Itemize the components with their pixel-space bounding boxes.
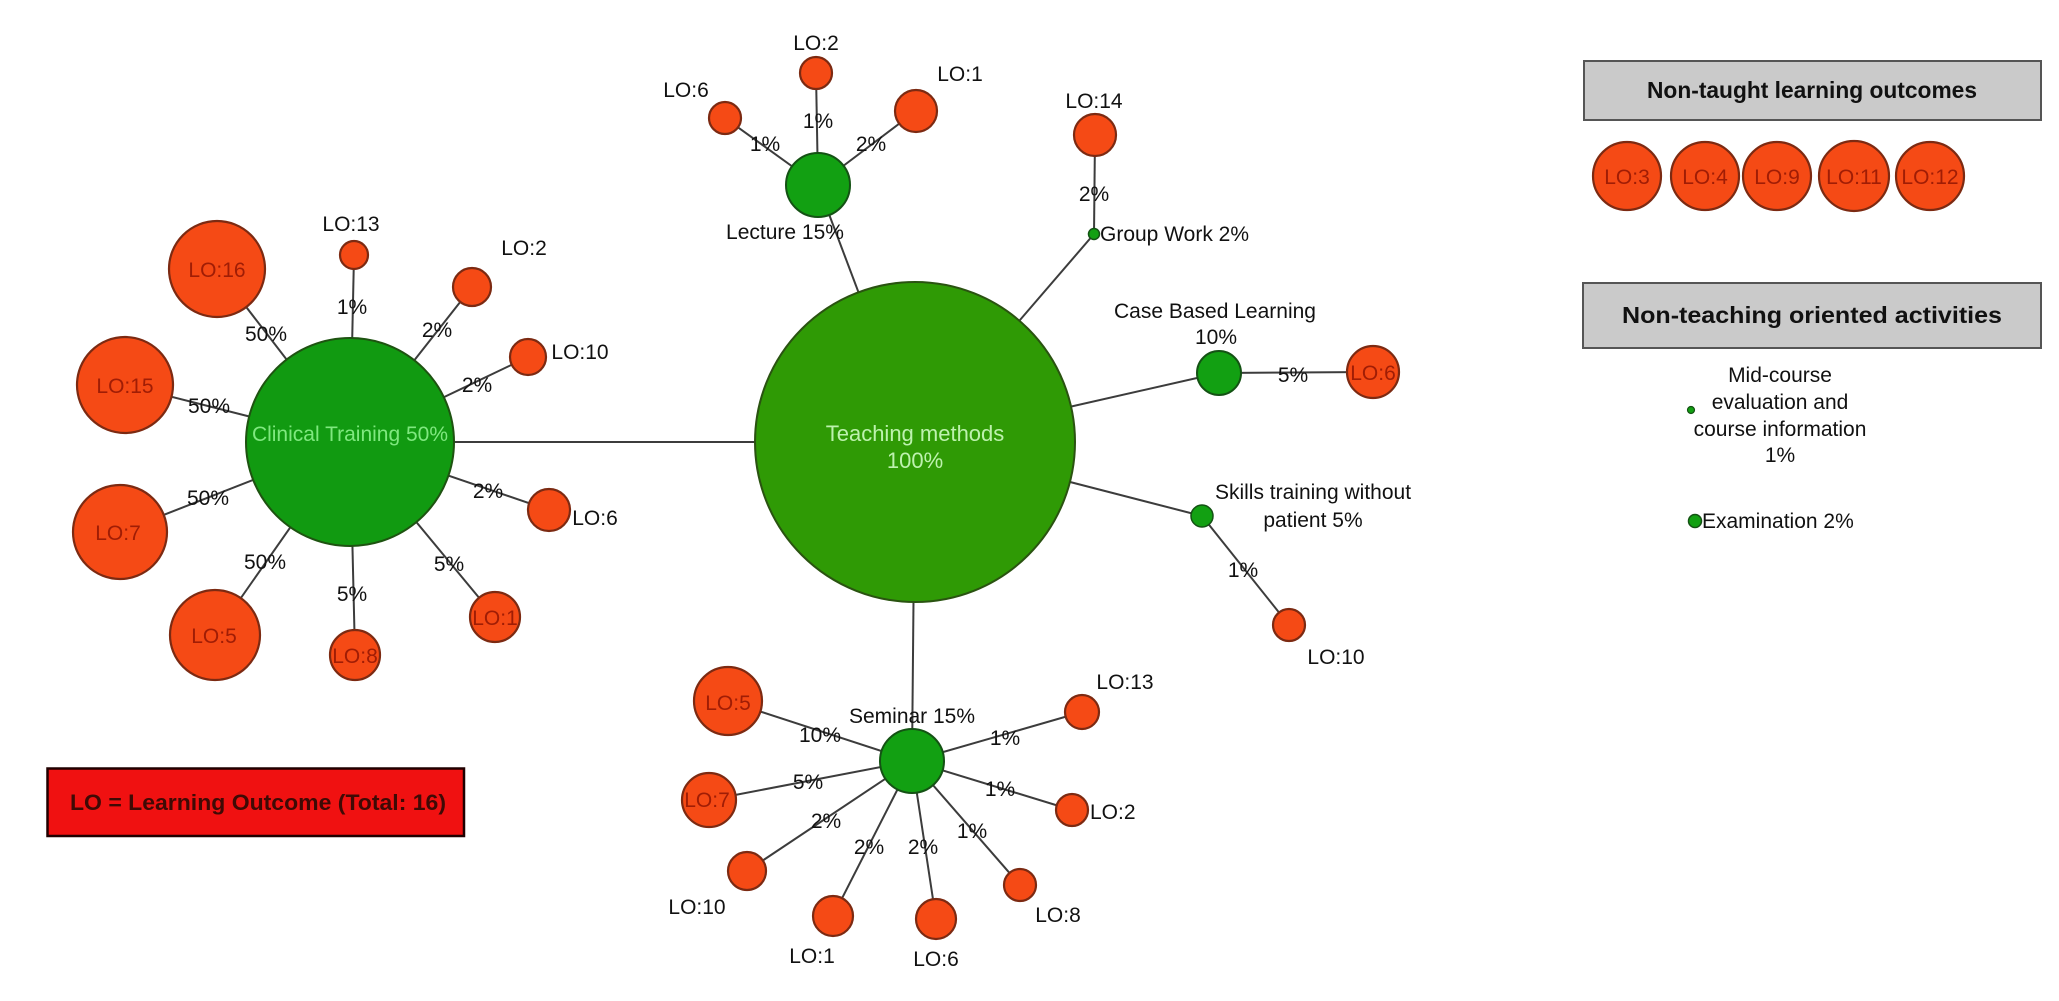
svg-text:LO:10: LO:10 — [1307, 646, 1364, 669]
svg-text:50%: 50% — [187, 487, 229, 510]
svg-text:LO:2: LO:2 — [1090, 801, 1136, 824]
svg-text:LO:5: LO:5 — [191, 625, 237, 648]
svg-text:5%: 5% — [793, 771, 823, 794]
svg-text:5%: 5% — [1278, 364, 1308, 387]
svg-text:LO:7: LO:7 — [684, 789, 730, 812]
svg-text:2%: 2% — [854, 836, 884, 859]
svg-text:LO:3: LO:3 — [1604, 166, 1650, 189]
svg-text:LO:10: LO:10 — [668, 896, 725, 919]
svg-text:2%: 2% — [473, 480, 503, 503]
svg-text:1%: 1% — [803, 110, 833, 133]
svg-text:course information: course information — [1694, 418, 1867, 441]
svg-text:LO:9: LO:9 — [1754, 166, 1800, 189]
svg-text:Mid-course: Mid-course — [1728, 364, 1832, 387]
svg-text:LO:6: LO:6 — [572, 507, 618, 530]
svg-text:50%: 50% — [245, 323, 287, 346]
svg-text:Non-teaching oriented activiti: Non-teaching oriented activities — [1622, 302, 2002, 328]
svg-text:LO:8: LO:8 — [332, 645, 378, 668]
svg-text:10%: 10% — [1195, 326, 1237, 349]
svg-text:2%: 2% — [462, 374, 492, 397]
svg-text:LO:2: LO:2 — [501, 237, 547, 260]
svg-text:50%: 50% — [188, 395, 230, 418]
svg-text:LO:6: LO:6 — [663, 79, 709, 102]
svg-text:2%: 2% — [422, 319, 452, 342]
svg-text:Lecture 15%: Lecture 15% — [726, 221, 844, 244]
svg-text:LO:13: LO:13 — [322, 213, 379, 236]
svg-text:LO:6: LO:6 — [913, 948, 959, 971]
svg-text:evaluation and: evaluation and — [1712, 391, 1849, 414]
svg-text:LO:1: LO:1 — [937, 63, 983, 86]
svg-text:2%: 2% — [811, 810, 841, 833]
svg-text:LO:4: LO:4 — [1682, 166, 1728, 189]
svg-text:Group Work 2%: Group Work 2% — [1100, 223, 1249, 246]
svg-text:1%: 1% — [985, 778, 1015, 801]
svg-text:2%: 2% — [856, 133, 886, 156]
svg-text:LO:5: LO:5 — [705, 692, 751, 715]
svg-text:LO:15: LO:15 — [96, 375, 153, 398]
svg-text:5%: 5% — [337, 583, 367, 606]
svg-text:LO:13: LO:13 — [1096, 671, 1153, 694]
svg-text:LO:10: LO:10 — [551, 341, 608, 364]
svg-text:LO:1: LO:1 — [472, 607, 518, 630]
svg-text:LO:14: LO:14 — [1065, 90, 1123, 113]
svg-text:Examination 2%: Examination 2% — [1702, 510, 1854, 533]
svg-text:LO:6: LO:6 — [1350, 362, 1396, 385]
svg-text:Case Based Learning: Case Based Learning — [1114, 300, 1316, 323]
svg-text:LO:1: LO:1 — [789, 945, 835, 968]
svg-text:10%: 10% — [799, 724, 841, 747]
svg-text:50%: 50% — [244, 551, 286, 574]
svg-text:LO:2: LO:2 — [793, 32, 839, 55]
svg-text:LO:8: LO:8 — [1035, 904, 1081, 927]
svg-text:5%: 5% — [434, 553, 464, 576]
svg-text:Skills training without: Skills training without — [1215, 481, 1411, 504]
svg-text:LO:7: LO:7 — [95, 522, 141, 545]
svg-text:1%: 1% — [337, 296, 367, 319]
svg-text:Teaching methods: Teaching methods — [826, 421, 1005, 446]
svg-text:LO = Learning Outcome (Total:: LO = Learning Outcome (Total: 16) — [70, 790, 446, 815]
svg-text:1%: 1% — [750, 133, 780, 156]
svg-text:1%: 1% — [1228, 559, 1258, 582]
svg-text:patient 5%: patient 5% — [1263, 509, 1362, 532]
svg-text:LO:16: LO:16 — [188, 259, 245, 282]
svg-text:1%: 1% — [990, 727, 1020, 750]
svg-text:2%: 2% — [1079, 183, 1109, 206]
svg-text:LO:12: LO:12 — [1901, 166, 1958, 189]
svg-text:LO:11: LO:11 — [1826, 166, 1882, 189]
svg-text:1%: 1% — [1765, 444, 1795, 467]
svg-text:Clinical Training 50%: Clinical Training 50% — [252, 423, 448, 446]
svg-text:Non-taught learning outcomes: Non-taught learning outcomes — [1647, 77, 1977, 103]
svg-text:Seminar 15%: Seminar 15% — [849, 705, 975, 728]
svg-text:2%: 2% — [908, 836, 938, 859]
svg-text:1%: 1% — [957, 820, 987, 843]
svg-text:100%: 100% — [887, 448, 943, 473]
